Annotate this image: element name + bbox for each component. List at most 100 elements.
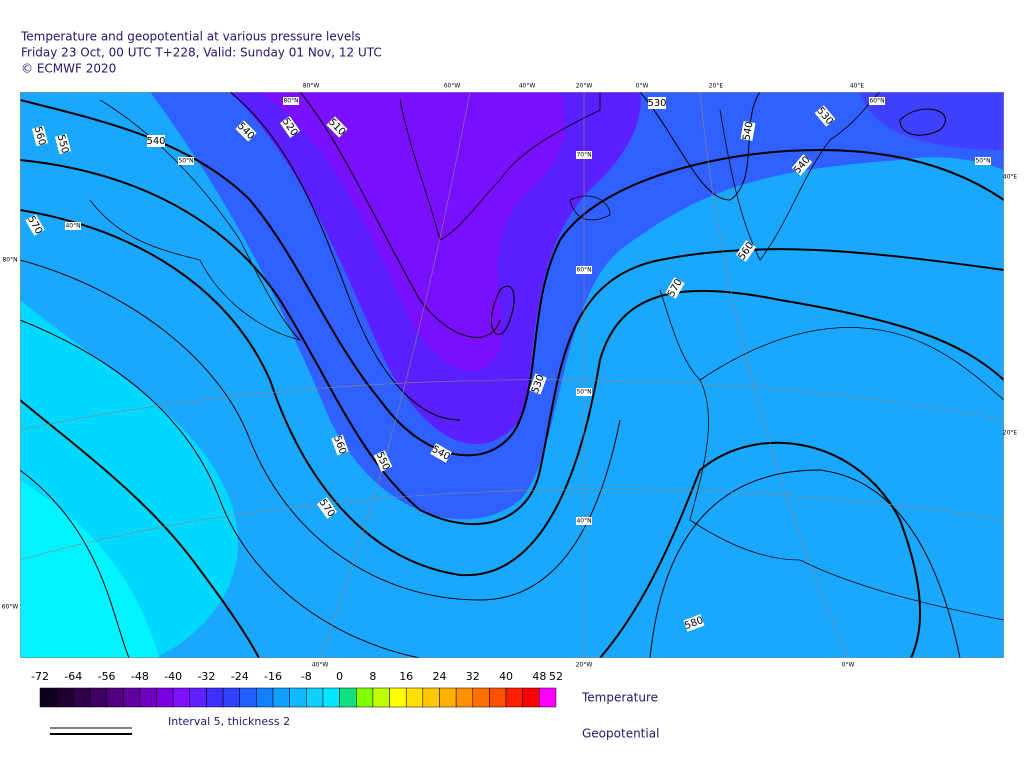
colorbar-tick-label: 52: [549, 670, 563, 683]
contour-label-bg: [791, 154, 813, 176]
colorbar-tick-label: 8: [369, 670, 376, 683]
colorbar-box: [289, 687, 307, 708]
contour-label: 540: [740, 121, 756, 142]
grid-label: 80°W: [303, 83, 320, 90]
colorbar-tick-label: 48: [532, 670, 546, 683]
colorbar-tick-label: 40: [499, 670, 513, 683]
grid-label: 50°N: [178, 158, 193, 165]
copyright: © ECMWF 2020: [21, 62, 116, 76]
contour-label: 540: [146, 135, 166, 147]
grid-label: 0°W: [636, 83, 649, 90]
grid-label: 80°N: [2, 257, 17, 264]
legend-interval: Interval 5, thickness 2: [168, 715, 290, 728]
grid-label: 50°N: [576, 389, 591, 396]
contour-label-bg: [529, 373, 547, 395]
colorbar-box: [389, 687, 407, 708]
grid-label-bg: [178, 157, 194, 165]
grid-label: 50°N: [975, 158, 990, 165]
colorbar-box: [489, 687, 507, 708]
colorbar-tick-label: 16: [399, 670, 413, 683]
colorbar-box: [455, 687, 474, 708]
contour-label-bg: [31, 125, 49, 147]
colorbar-box: [39, 687, 57, 708]
contour-label: 560: [32, 125, 49, 147]
colorbar-box: [356, 687, 374, 708]
grid-label: 60°N: [576, 267, 591, 274]
contour-label-text: 550: [55, 133, 71, 154]
contour-label-bg: [373, 450, 393, 472]
grid-label: 80°N: [283, 98, 298, 105]
grid-label-bg: [576, 388, 592, 396]
contour-label-bg: [683, 614, 705, 632]
colorbar-box: [505, 687, 523, 708]
warm-region: [20, 480, 160, 658]
contour-label: 530: [647, 97, 667, 109]
colorbar-box: [139, 687, 157, 708]
colorbar-box: [222, 687, 240, 708]
colorbar-box: [422, 687, 440, 708]
colorbar-tick-label: 32: [466, 670, 480, 683]
grid-label: 60°W: [444, 83, 461, 90]
grid-label: 40°N: [65, 223, 80, 230]
cold-core: [260, 92, 565, 372]
contour-label-bg: [430, 443, 452, 463]
contour-label-bg: [665, 277, 685, 299]
contour-label-bg: [54, 133, 72, 155]
grid-label: 40°N: [576, 518, 591, 525]
colorbar-box: [256, 687, 274, 708]
contour-label-bg: [648, 97, 666, 109]
contour-label: 550: [55, 133, 72, 155]
legend-temperature: Temperature: [581, 691, 658, 705]
contour-label-bg: [25, 214, 45, 236]
colorbar-tick-label: -8: [301, 670, 312, 683]
colorbar-box: [189, 687, 207, 708]
contour-label-text: 530: [647, 98, 666, 109]
grid-label-bg: [975, 157, 991, 165]
subtitle: Friday 23 Oct, 00 UTC T+228, Valid: Sund…: [21, 46, 382, 60]
title: Temperature and geopotential at various …: [20, 30, 361, 44]
colorbar-box: [339, 687, 357, 708]
grid-label-bg: [65, 222, 81, 230]
colorbar-tick-label: -56: [98, 670, 116, 683]
contour-label-bg: [279, 116, 301, 138]
grid-label: 60°N: [869, 98, 884, 105]
colorbar-box: [439, 687, 457, 708]
legend-geopotential: Geopotential: [582, 727, 659, 741]
contour-label-bg: [326, 116, 348, 138]
colorbar-box: [73, 687, 91, 708]
grid-label-bg: [869, 97, 885, 105]
grid-label-bg: [576, 517, 592, 525]
colorbar: -72 -64 -56 -48 -40 -32 -24 -16 -8 0 8 16 24 32 40 48 52: [31, 670, 563, 708]
grid-label: 0°W: [842, 662, 855, 669]
colorbar-box: [522, 687, 540, 708]
contour-label-bg: [235, 120, 257, 142]
colorbar-tick-label: 24: [432, 670, 446, 683]
colorbar-box: [472, 687, 490, 708]
grid-label: 40°W: [519, 83, 536, 90]
grid-label: 20°W: [576, 83, 593, 90]
grid-label: 20°E: [709, 83, 724, 90]
contour-label-bg: [316, 497, 338, 519]
contour-label-text: 560: [32, 125, 48, 146]
map: 560 550 540 540 520 5105305405305405605705705…: [2, 83, 1018, 669]
colorbar-box: [239, 687, 257, 708]
grid-label-bg: [576, 266, 592, 274]
contour-label-text: 540: [741, 121, 755, 142]
cold-region: [860, 92, 1004, 150]
colorbar-box: [156, 687, 174, 708]
colorbar-tick-label: -16: [264, 670, 282, 683]
colorbar-box: [56, 687, 74, 708]
colorbar-box: [172, 687, 191, 708]
colorbar-tick-label: -48: [131, 670, 149, 683]
contour-label-bg: [735, 240, 757, 262]
colorbar-box: [372, 687, 390, 708]
colorbar-box: [122, 687, 141, 708]
contour-label-bg: [147, 135, 165, 147]
colorbar-box: [322, 687, 340, 708]
colorbar-tick-label: -24: [231, 670, 249, 683]
contour-label-text: 540: [146, 136, 165, 147]
colorbar-box: [206, 687, 224, 708]
colorbar-tick-label: -32: [197, 670, 215, 683]
colorbar-box: [272, 687, 290, 708]
